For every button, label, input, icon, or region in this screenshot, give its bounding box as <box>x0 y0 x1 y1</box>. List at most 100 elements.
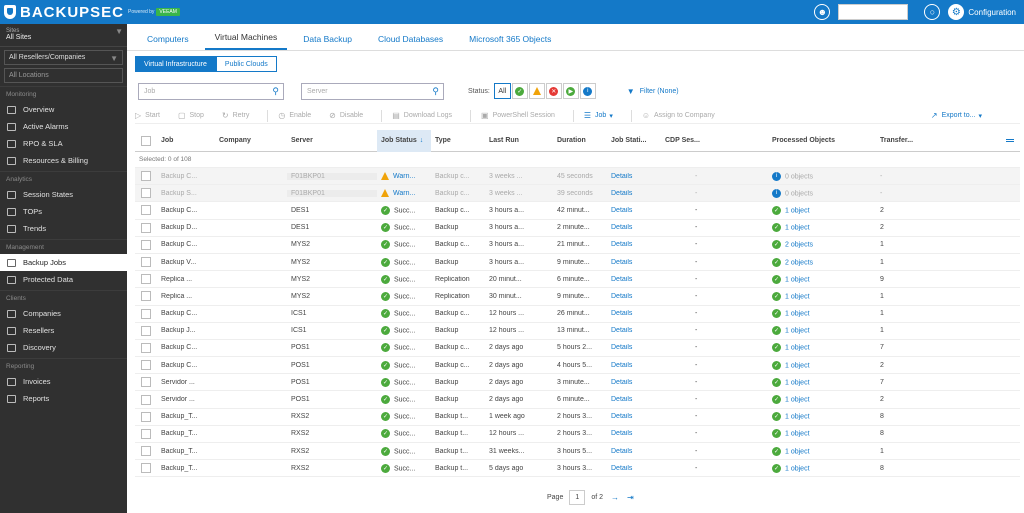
details-link[interactable]: Details <box>611 344 633 352</box>
global-search-input[interactable] <box>838 4 909 20</box>
processed-objects-link[interactable]: 1 object <box>785 207 810 215</box>
processed-objects-link[interactable]: 1 object <box>785 413 810 421</box>
sidebar-item-protected-data[interactable]: Protected Data <box>0 271 127 288</box>
subtab-public-clouds[interactable]: Public Clouds <box>215 56 277 72</box>
row-checkbox[interactable] <box>141 325 151 336</box>
column-header-type[interactable]: Type <box>435 137 451 144</box>
sidebar-item-active-alarms[interactable]: Active Alarms <box>0 118 127 135</box>
row-checkbox[interactable] <box>141 377 151 388</box>
table-row[interactable]: Replica ... MYS2 ✓ Succ... Replication 20 min… <box>135 271 1020 289</box>
details-link[interactable]: Details <box>611 258 633 266</box>
status-info-button[interactable]: i <box>579 83 596 99</box>
processed-objects-link[interactable]: 1 object <box>785 224 810 232</box>
row-checkbox[interactable] <box>141 205 151 216</box>
details-link[interactable]: Details <box>611 189 633 197</box>
processed-objects-link[interactable]: 1 object <box>785 379 810 387</box>
assign-company-button[interactable]: ☺ Assign to Company <box>642 111 715 120</box>
powershell-button[interactable]: ▣ PowerShell Session <box>481 111 555 120</box>
sidebar-item-overview[interactable]: Overview <box>0 101 127 118</box>
row-checkbox[interactable] <box>141 291 151 302</box>
table-row[interactable]: Backup V... MYS2 ✓ Succ... Backup 3 hours a..… <box>135 254 1020 272</box>
page-number-input[interactable]: 1 <box>569 490 586 505</box>
processed-objects-link[interactable]: 1 object <box>785 327 810 335</box>
tab-cloud-databases[interactable]: Cloud Databases <box>377 34 444 44</box>
processed-objects-link[interactable]: 1 object <box>785 362 810 369</box>
details-link[interactable]: Details <box>611 206 633 214</box>
sidebar-item-invoices[interactable]: Invoices <box>0 373 127 390</box>
sidebar-item-discovery[interactable]: Discovery <box>0 339 127 356</box>
table-row[interactable]: Backup_T... RXS2 ✓ Succ... Backup t... 5 days… <box>135 460 1020 478</box>
funnel-icon[interactable]: ▼ <box>110 54 118 63</box>
enable-button[interactable]: ◷ Enable <box>278 111 311 120</box>
row-checkbox[interactable] <box>141 257 151 268</box>
job-status-text[interactable]: Warn... <box>393 190 416 198</box>
tab-virtual-machines[interactable]: Virtual Machines <box>204 30 288 50</box>
job-status-text[interactable]: Warn... <box>393 172 416 180</box>
server-search-input[interactable]: Server ⚲ <box>301 82 444 100</box>
processed-objects-link[interactable]: 1 object <box>785 276 810 284</box>
funnel-icon[interactable]: ▼ <box>115 27 123 36</box>
tab-computers[interactable]: Computers <box>147 34 189 44</box>
processed-objects-link[interactable]: 1 object <box>785 293 810 301</box>
details-link[interactable]: Details <box>611 292 633 300</box>
processed-objects-link[interactable]: 1 object <box>785 430 810 438</box>
export-button[interactable]: ↗ Export to... ▾ <box>931 111 982 120</box>
details-link[interactable]: Details <box>611 327 633 335</box>
details-link[interactable]: Details <box>611 413 633 421</box>
select-all-checkbox[interactable] <box>141 135 151 146</box>
retry-button[interactable]: ↻ Retry <box>222 111 249 120</box>
column-header-last-run[interactable]: Last Run <box>489 137 519 144</box>
row-checkbox[interactable] <box>141 188 151 199</box>
last-page-icon[interactable]: ⇥ <box>627 493 634 502</box>
row-checkbox[interactable] <box>141 446 151 457</box>
processed-objects-link[interactable]: 1 object <box>785 447 810 455</box>
row-checkbox[interactable] <box>141 411 151 422</box>
details-link[interactable]: Details <box>611 361 633 369</box>
sidebar-item-session-states[interactable]: Session States <box>0 186 127 203</box>
table-row[interactable]: Backup C... POS1 ✓ Succ... Backup c... 2 days… <box>135 340 1020 358</box>
details-link[interactable]: Details <box>611 172 633 180</box>
sidebar-item-companies[interactable]: Companies <box>0 305 127 322</box>
column-menu-icon[interactable] <box>1006 139 1014 140</box>
processed-objects-link[interactable]: 1 object <box>785 465 810 473</box>
row-checkbox[interactable] <box>141 463 151 474</box>
sites-selector[interactable]: Sites All Sites ▼ <box>0 24 127 47</box>
sidebar-item-resources-billing[interactable]: Resources & Billing <box>0 152 127 169</box>
sidebar-item-trends[interactable]: Trends <box>0 220 127 237</box>
subtab-virtual-infrastructure[interactable]: Virtual Infrastructure <box>135 56 216 72</box>
processed-objects-link[interactable]: 1 object <box>785 396 810 404</box>
resellers-select[interactable]: All Resellers/Companies ▼ <box>4 50 123 65</box>
disable-button[interactable]: ⊘ Disable <box>329 111 363 120</box>
tab-data-backup[interactable]: Data Backup <box>303 34 352 44</box>
table-row[interactable]: Backup C... ICS1 ✓ Succ... Backup c... 12 hou… <box>135 306 1020 323</box>
row-checkbox[interactable] <box>141 342 151 353</box>
column-header-cdp-ses[interactable]: CDP Ses... <box>665 137 700 144</box>
details-link[interactable]: Details <box>611 241 633 249</box>
bell-icon[interactable]: ○ <box>924 4 941 20</box>
row-checkbox[interactable] <box>141 308 151 319</box>
row-checkbox[interactable] <box>141 360 151 371</box>
stop-button[interactable]: ▢ Stop <box>178 111 204 120</box>
column-header-transfer[interactable]: Transfer... <box>880 137 914 144</box>
table-row[interactable]: Backup J... ICS1 ✓ Succ... Backup 12 hours ..… <box>135 323 1020 340</box>
table-row[interactable]: Backup D... DES1 ✓ Succ... Backup 3 hours a..… <box>135 220 1020 237</box>
column-header-server[interactable]: Server <box>291 137 313 144</box>
start-button[interactable]: ▷ Start <box>135 111 160 120</box>
status-warning-button[interactable] <box>528 83 545 99</box>
user-icon[interactable]: ☻ <box>814 4 831 20</box>
column-header-job[interactable]: Job <box>161 137 174 144</box>
details-link[interactable]: Details <box>611 396 633 404</box>
column-header-job-status[interactable]: Job Status ↓ <box>377 129 431 152</box>
configuration-button[interactable]: Configuration <box>968 7 1016 17</box>
row-checkbox[interactable] <box>141 394 151 405</box>
details-link[interactable]: Details <box>611 430 633 438</box>
filter-button[interactable]: ▼ Filter (None) <box>627 87 679 96</box>
sidebar-item-resellers[interactable]: Resellers <box>0 322 127 339</box>
row-checkbox[interactable] <box>141 222 151 233</box>
processed-objects-link[interactable]: 2 objects <box>785 241 814 249</box>
table-row[interactable]: Replica ... MYS2 ✓ Succ... Replication 30 min… <box>135 288 1020 306</box>
sidebar-item-tops[interactable]: TOPs <box>0 203 127 220</box>
details-link[interactable]: Details <box>611 447 633 455</box>
processed-objects-link[interactable]: 1 object <box>785 344 810 352</box>
row-checkbox[interactable] <box>141 239 151 250</box>
